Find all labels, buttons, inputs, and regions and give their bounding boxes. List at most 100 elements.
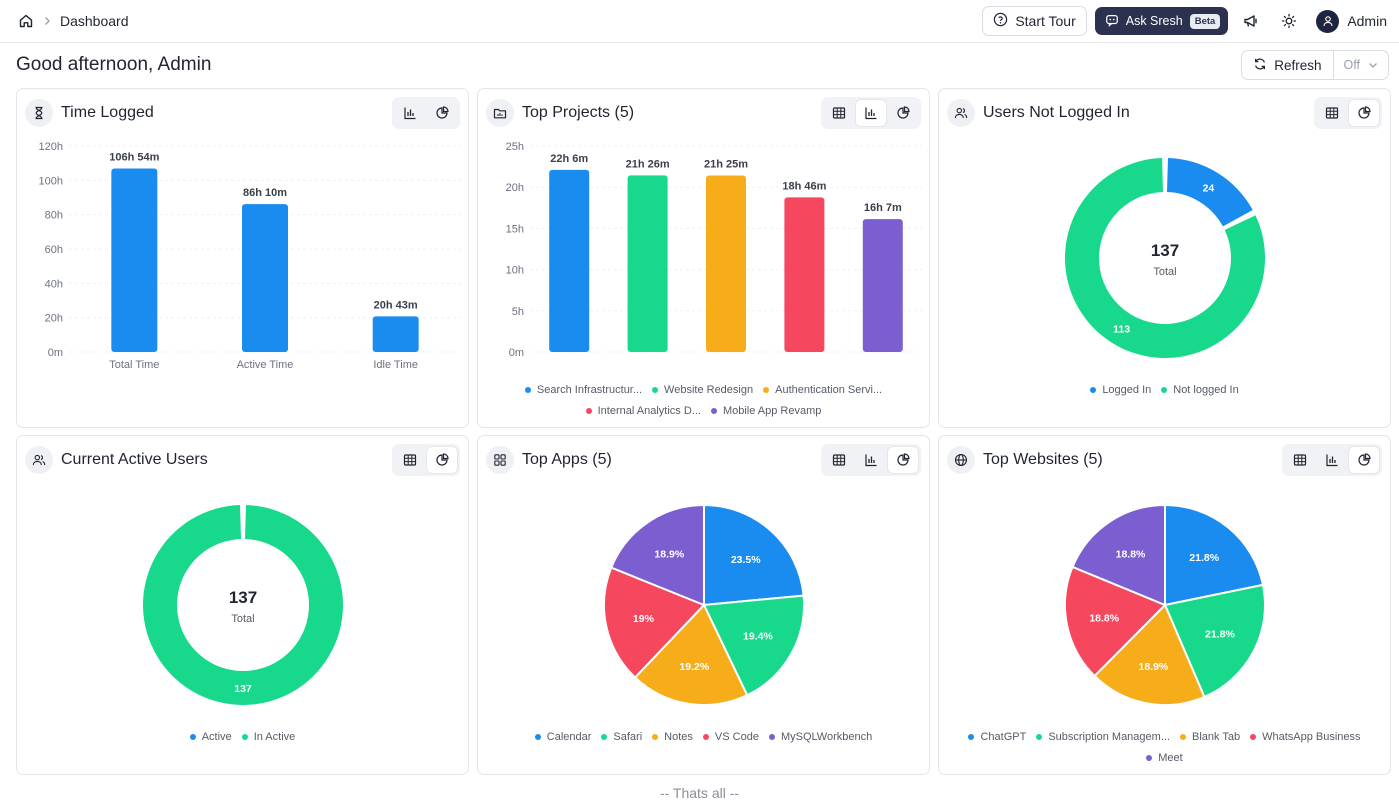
data-label: 20h 43m <box>374 299 418 311</box>
table-view-icon[interactable] <box>1317 100 1347 126</box>
y-tick-label: 15h <box>506 223 524 235</box>
legend-item[interactable]: Active <box>189 729 232 745</box>
card-title: Top Projects (5) <box>522 104 635 121</box>
time-logged-chart: 0m 20h 40h 60h 80h 100h 120h 106h 54m Total Time… <box>39 141 461 371</box>
slice-label: 18.9% <box>1139 661 1169 673</box>
legend-item[interactable]: Calendar <box>534 729 592 745</box>
legend-item[interactable]: Notes <box>652 729 693 745</box>
legend-item[interactable]: Internal Analytics D... <box>585 403 701 419</box>
legend-swatch <box>585 408 592 414</box>
legend-item[interactable]: ChatGPT <box>968 729 1026 745</box>
legend-label: MySQLWorkbench <box>780 731 873 743</box>
legend-label: Calendar <box>546 731 592 743</box>
legend-label: Not logged In <box>1173 384 1239 396</box>
pie-chart-view-icon[interactable] <box>427 447 457 473</box>
bar <box>549 169 590 352</box>
legend-item[interactable]: Logged In <box>1090 382 1151 398</box>
legend-label: Active <box>201 731 232 743</box>
current-active-users-card: Current Active Users 137 137 Total Active I… <box>16 435 469 775</box>
legend-item[interactable]: Website Redesign <box>652 382 753 398</box>
legend-swatch <box>601 734 608 740</box>
legend-item[interactable]: Subscription Managem... <box>1036 729 1170 745</box>
view-toggle <box>821 444 921 476</box>
legend-item[interactable]: VS Code <box>702 729 759 745</box>
top-apps-card: Top Apps (5) 23.5% 19.4% 19.2% 19% 18.9% Cal… <box>477 435 930 775</box>
x-tick-label: Idle Time <box>373 359 418 371</box>
slice-label: 19% <box>633 613 655 625</box>
pie-chart-view-icon[interactable] <box>1349 447 1379 473</box>
data-label: 22h 6m <box>550 153 588 165</box>
y-tick-label: 0m <box>509 347 524 359</box>
refresh-control: Refresh Off <box>1241 50 1389 80</box>
table-view-icon[interactable] <box>824 100 854 126</box>
bar-chart-view-icon[interactable] <box>395 100 425 126</box>
chart-legend: Calendar Safari Notes VS Code MySQLWorkbench <box>488 729 919 745</box>
legend-label: Blank Tab <box>1191 731 1241 743</box>
legend-swatch <box>241 734 248 740</box>
home-icon[interactable] <box>18 13 34 29</box>
data-label: 21h 25m <box>704 158 748 170</box>
card-title: Top Websites (5) <box>983 451 1103 468</box>
card-title: Top Apps (5) <box>522 451 612 468</box>
legend-swatch <box>1146 755 1153 761</box>
user-menu[interactable]: Admin <box>1316 9 1387 33</box>
megaphone-icon[interactable] <box>1236 6 1266 36</box>
start-tour-button[interactable]: Start Tour <box>982 6 1087 36</box>
y-tick-label: 25h <box>506 141 524 153</box>
legend-swatch <box>652 734 659 740</box>
slice-label: 137 <box>234 683 252 695</box>
legend-swatch <box>1161 387 1168 393</box>
legend-item[interactable]: MySQLWorkbench <box>768 729 873 745</box>
slice <box>633 603 749 706</box>
sun-icon[interactable] <box>1274 6 1304 36</box>
ask-sresh-button[interactable]: Ask Sresh Beta <box>1094 7 1229 35</box>
top-bar: Dashboard Start Tour Ask Sresh Beta Admi… <box>0 0 1399 43</box>
y-tick-label: 80h <box>45 210 63 222</box>
chart-legend: ChatGPT Subscription Managem... Blank Tab W… <box>949 729 1380 766</box>
chart-legend: Search Infrastructur... Website Redesign A… <box>488 382 919 419</box>
card-title: Current Active Users <box>61 451 208 468</box>
card-title: Time Logged <box>61 104 154 121</box>
chart-legend: Active In Active <box>27 729 458 745</box>
legend-item[interactable]: Mobile App Revamp <box>710 403 821 419</box>
legend-item[interactable]: Not logged In <box>1161 382 1239 398</box>
top-projects-card: Top Projects (5) 0m 5h 10h 15h 20h 25h 22h 6m 2… <box>477 88 930 428</box>
user-name: Admin <box>1347 13 1387 29</box>
bar-chart-view-icon[interactable] <box>1317 447 1347 473</box>
slice <box>1065 158 1265 358</box>
legend-label: WhatsApp Business <box>1262 731 1361 743</box>
table-view-icon[interactable] <box>824 447 854 473</box>
pie-chart-view-icon[interactable] <box>427 100 457 126</box>
y-tick-label: 60h <box>45 244 63 256</box>
legend-item[interactable]: Blank Tab <box>1179 729 1241 745</box>
table-view-icon[interactable] <box>395 447 425 473</box>
legend-item[interactable]: In Active <box>241 729 295 745</box>
pie-chart-view-icon[interactable] <box>1349 100 1379 126</box>
legend-item[interactable]: WhatsApp Business <box>1250 729 1361 745</box>
breadcrumb-current[interactable]: Dashboard <box>60 13 129 29</box>
pie-chart-view-icon[interactable] <box>888 447 918 473</box>
table-view-icon[interactable] <box>1285 447 1315 473</box>
pie-chart-view-icon[interactable] <box>888 100 918 126</box>
legend-label: Logged In <box>1102 384 1152 396</box>
chart-legend: Logged In Not logged In <box>949 382 1380 398</box>
bar-chart-view-icon[interactable] <box>856 447 886 473</box>
legend-swatch <box>1036 734 1043 740</box>
data-label: 18h 46m <box>782 180 826 192</box>
legend-swatch <box>1179 734 1186 740</box>
refresh-button[interactable]: Refresh <box>1242 51 1334 79</box>
slice-label: 18.8% <box>1116 548 1146 560</box>
slice-label: 21.8% <box>1189 552 1219 564</box>
y-tick-label: 40h <box>45 278 63 290</box>
legend-item[interactable]: Search Infrastructur... <box>524 382 642 398</box>
legend-item[interactable]: Authentication Servi... <box>763 382 882 398</box>
refresh-interval-select[interactable]: Off <box>1334 51 1388 79</box>
legend-swatch <box>763 387 770 393</box>
current-active-users-chart: 137 137 Total <box>142 505 343 705</box>
legend-item[interactable]: Meet <box>1146 750 1183 766</box>
slice-label: 23.5% <box>731 554 761 566</box>
bar-chart-view-icon[interactable] <box>856 100 886 126</box>
end-of-list-text: -- Thats all -- <box>659 785 740 800</box>
legend-label: Safari <box>613 731 643 743</box>
legend-item[interactable]: Safari <box>601 729 642 745</box>
